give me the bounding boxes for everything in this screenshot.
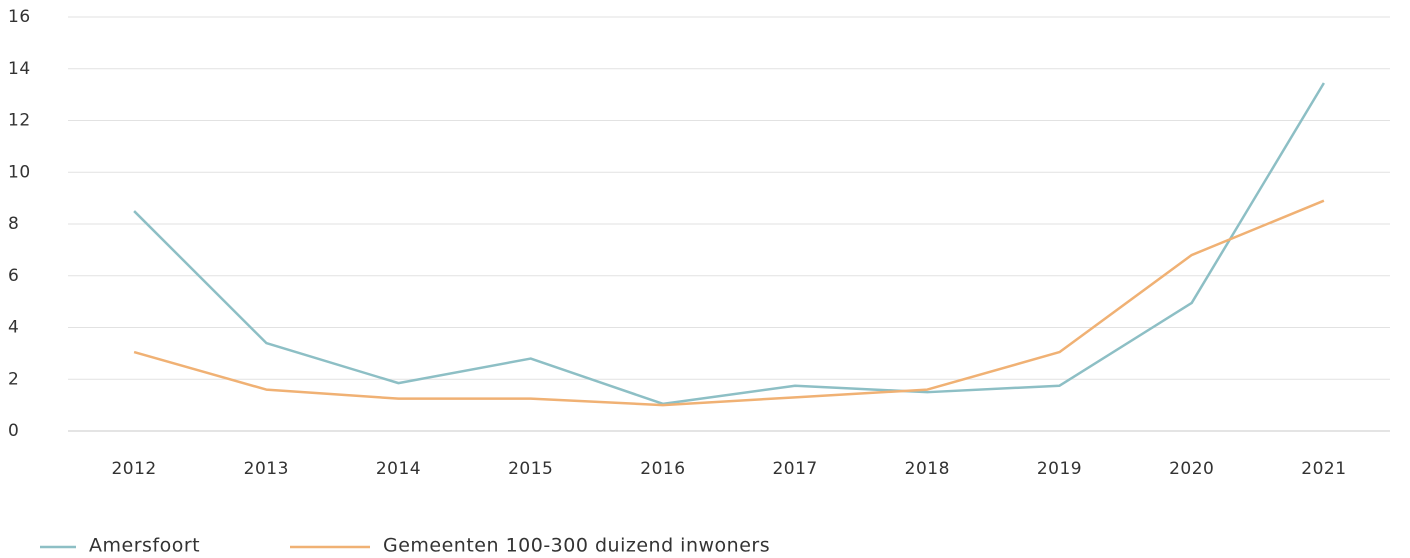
y-tick-label: 2 — [8, 369, 19, 389]
series-line — [133, 82, 1325, 406]
x-tick-label: 2015 — [508, 459, 553, 479]
legend-label: Gemeenten 100-300 duizend inwoners — [383, 535, 770, 557]
y-tick-label: 10 — [8, 162, 31, 182]
y-tick-label: 0 — [8, 421, 19, 441]
y-tick-label: 14 — [8, 59, 31, 79]
x-tick-label: 2020 — [1169, 459, 1214, 479]
x-tick-label: 2019 — [1037, 459, 1082, 479]
y-tick-label: 4 — [8, 318, 19, 338]
x-tick-label: 2017 — [772, 459, 817, 479]
x-tick-label: 2016 — [640, 459, 685, 479]
y-tick-label: 12 — [8, 111, 31, 131]
x-tick-label: 2012 — [111, 459, 156, 479]
x-tick-label: 2014 — [376, 459, 421, 479]
x-tick-label: 2021 — [1301, 459, 1346, 479]
x-tick-label: 2013 — [244, 459, 289, 479]
y-tick-label: 8 — [8, 214, 19, 234]
series-line — [133, 199, 1325, 407]
y-tick-label: 6 — [8, 266, 19, 286]
x-tick-label: 2018 — [905, 459, 950, 479]
legend-label: Amersfoort — [89, 535, 200, 557]
y-tick-label: 16 — [8, 7, 31, 27]
